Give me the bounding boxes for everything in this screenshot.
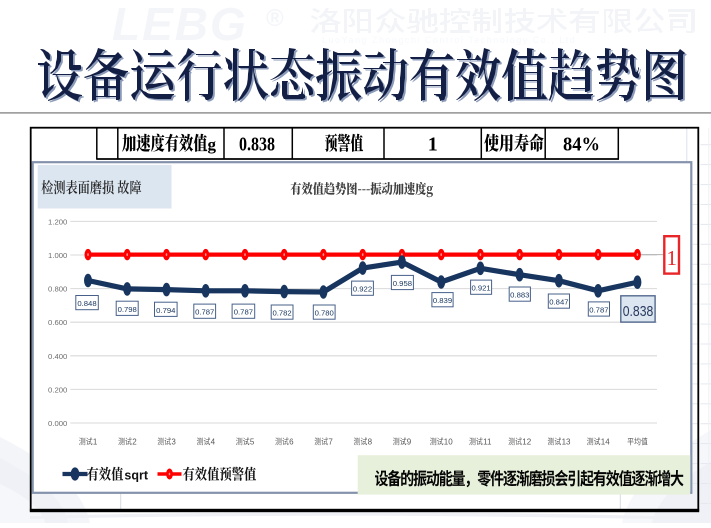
svg-text:5: 5 — [250, 438, 255, 447]
svg-text:g: g — [208, 135, 217, 154]
svg-text:0.600: 0.600 — [48, 318, 67, 327]
svg-text:®: ® — [266, 5, 284, 32]
svg-text:LuoYang Zhongchi Control Techn: LuoYang Zhongchi Control Technology Co.,… — [322, 35, 576, 45]
svg-text:0.787: 0.787 — [195, 308, 214, 317]
svg-text:0.847: 0.847 — [549, 298, 568, 307]
svg-text:8: 8 — [368, 438, 373, 447]
svg-text:LEBG: LEBG — [112, 0, 248, 50]
svg-text:84%: 84% — [563, 134, 600, 156]
svg-text:1: 1 — [428, 134, 438, 156]
svg-text:1.000: 1.000 — [48, 251, 67, 260]
svg-text:0.798: 0.798 — [118, 305, 137, 314]
svg-text:1.200: 1.200 — [48, 217, 67, 226]
svg-text:14: 14 — [601, 438, 610, 447]
svg-text:13: 13 — [562, 438, 571, 447]
svg-text:0.848: 0.848 — [77, 299, 96, 308]
svg-text:0.787: 0.787 — [589, 306, 608, 315]
svg-text:0.838: 0.838 — [623, 303, 654, 320]
svg-text:0.800: 0.800 — [48, 285, 67, 294]
svg-text:1: 1 — [667, 246, 678, 270]
svg-text:2: 2 — [132, 438, 137, 447]
svg-text:0.839: 0.839 — [433, 296, 452, 305]
svg-text:0.922: 0.922 — [353, 285, 372, 294]
svg-text:9: 9 — [407, 438, 412, 447]
svg-text:4: 4 — [211, 438, 216, 447]
svg-text:11: 11 — [483, 438, 492, 447]
svg-text:0.000: 0.000 — [48, 419, 67, 428]
svg-text:0.782: 0.782 — [272, 309, 291, 318]
svg-text:6: 6 — [289, 438, 294, 447]
svg-text:12: 12 — [522, 438, 531, 447]
svg-text:sqrt: sqrt — [124, 469, 148, 483]
svg-text:0.883: 0.883 — [510, 291, 529, 300]
svg-text:0.787: 0.787 — [234, 308, 253, 317]
svg-text:0.921: 0.921 — [471, 284, 490, 293]
svg-text:1: 1 — [93, 438, 98, 447]
svg-text:0.838: 0.838 — [239, 134, 275, 156]
svg-text:0.958: 0.958 — [393, 279, 412, 288]
svg-text:0.400: 0.400 — [48, 352, 67, 361]
svg-text:0.780: 0.780 — [315, 309, 334, 318]
svg-text:0.200: 0.200 — [48, 385, 67, 394]
svg-text:7: 7 — [328, 438, 333, 447]
svg-text:3: 3 — [171, 438, 176, 447]
svg-text:0.794: 0.794 — [156, 306, 176, 315]
svg-text:10: 10 — [444, 438, 453, 447]
